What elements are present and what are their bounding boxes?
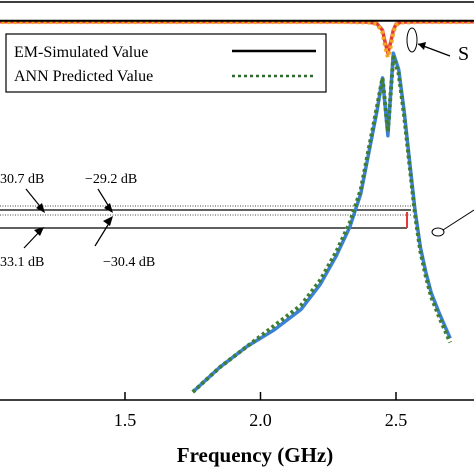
s-annotation-ellipse — [406, 27, 418, 53]
arrow-lower-left-head — [34, 227, 44, 236]
right-annotation-ellipse — [431, 227, 445, 237]
annotation-upper-left: 30.7 dB — [0, 172, 44, 187]
right-annotation-line — [442, 209, 474, 231]
annotation-upper-right: −29.2 dB — [85, 172, 137, 187]
db-annotations: 30.7 dB −29.2 dB 33.1 dB −30.4 dB — [0, 172, 155, 270]
arrow-upper-right-head — [104, 203, 113, 213]
legend-label-em: EM-Simulated Value — [14, 44, 148, 61]
legend-label-ann: ANN Predicted Value — [14, 68, 153, 85]
legend-box — [5, 33, 327, 93]
x-tick-layer: 1.5 2.0 2.5 — [114, 392, 408, 430]
x-tick-label-1: 2.0 — [249, 410, 272, 430]
annotation-lower-left: 33.1 dB — [0, 255, 44, 270]
arrow-upper-left-head — [36, 203, 45, 213]
s-annotation-label: S — [458, 43, 469, 65]
series-line-3 — [191, 51, 452, 394]
series-line-1 — [0, 20, 474, 60]
arrow-lower-right-head — [103, 216, 113, 226]
x-axis-title: Frequency (GHz) — [177, 443, 334, 467]
annotation-lower-right: −30.4 dB — [103, 255, 155, 270]
reference-lines — [0, 205, 411, 229]
x-tick-label-0: 1.5 — [114, 410, 137, 430]
series-layer — [0, 19, 474, 394]
series-line-4 — [191, 55, 453, 394]
x-tick-label-2: 2.5 — [385, 410, 408, 430]
s-annotation-arrowhead — [418, 42, 426, 50]
legend: EM-Simulated Value ANN Predicted Value — [5, 33, 327, 93]
